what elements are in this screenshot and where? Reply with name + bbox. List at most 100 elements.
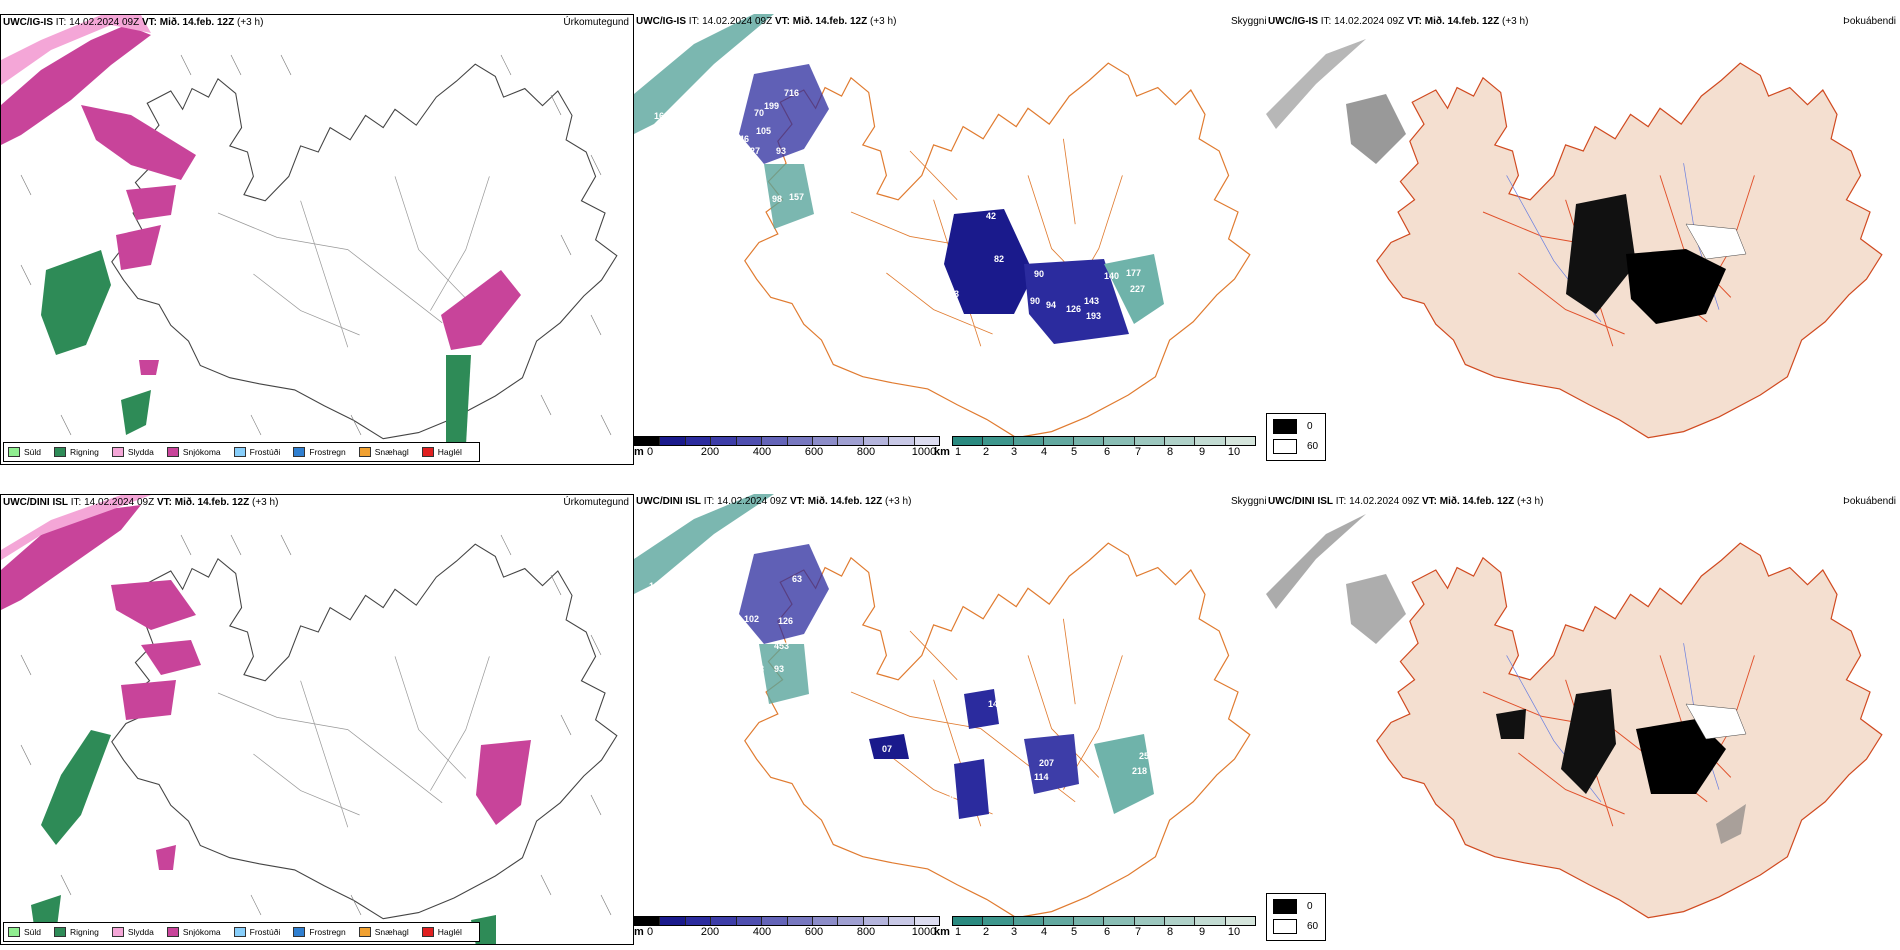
legend-item: Frostúði — [233, 927, 280, 937]
precip-rain-area — [41, 730, 111, 845]
precip-snow-area — [121, 680, 176, 720]
cloud-label: 141 — [988, 699, 1003, 709]
precip-rain-area — [446, 355, 471, 445]
iceland-outline — [111, 63, 618, 440]
precip-snow-area — [1, 25, 151, 145]
legend-item: Snjókoma — [166, 447, 221, 457]
cloud-label: 126 — [1066, 304, 1081, 314]
colorbar-labels: km 1 2 3 4 5 6 7 8 9 10 — [934, 446, 1241, 458]
precip-map — [1, 15, 618, 445]
legend-item: Súld — [8, 927, 41, 937]
colorbar-labels: km 1 2 3 4 5 6 7 8 9 10 — [934, 926, 1241, 938]
cloud-label: 157 — [789, 192, 804, 202]
cloud-label: 114 — [1034, 772, 1049, 782]
cloud-label: 233 — [797, 151, 812, 161]
panel-title: UWC/IG-IS IT: 14.02.2024 09Z VT: Mið. 14… — [1268, 16, 1529, 27]
legend-item: Súld — [8, 447, 41, 457]
visibility-title: Skyggni — [1231, 496, 1266, 507]
legend-item: Rigning — [54, 927, 99, 937]
cloud-label: 541 — [1119, 821, 1134, 831]
precip-snow-area — [476, 740, 531, 825]
fog-area — [1685, 223, 1747, 260]
cloud-label: 102 — [744, 614, 759, 624]
cloud-base-area — [944, 209, 1034, 314]
cloud-base-area — [964, 689, 999, 729]
legend-item: 0 — [1273, 419, 1325, 434]
fog-area — [1496, 709, 1526, 739]
fog-area — [1626, 249, 1726, 324]
fog-area — [1346, 574, 1406, 644]
iceland-outline — [744, 542, 1251, 919]
precip-rain-area — [41, 250, 111, 355]
colorbar-labels: m 0 200 400 600 800 1000 — [634, 446, 937, 458]
legend-item: Frostregn — [293, 447, 346, 457]
legend-item: Haglél — [421, 927, 462, 937]
cloud-label: 140 — [1104, 271, 1119, 281]
cloud-label: 22 — [939, 291, 949, 301]
visibility-area — [634, 494, 774, 594]
cloud-label: 227 — [745, 146, 760, 156]
legend-item: Snæhagl — [358, 447, 409, 457]
cloud-base-colorbar: m 0 200 400 600 800 1000 — [634, 916, 940, 938]
visibility-colorbar: km 1 2 3 4 5 6 7 8 9 10 — [934, 916, 1256, 938]
fog-area — [1716, 804, 1746, 844]
fog-area — [1266, 39, 1366, 129]
legend-item: Rigning — [54, 447, 99, 457]
visibility-title: Skyggni — [1231, 16, 1266, 27]
legend-item: Slydda — [111, 447, 154, 457]
visibility-area — [1094, 734, 1154, 814]
panel-title: UWC/IG-IS IT: 14.02.2024 09Z VT: Mið. 14… — [3, 17, 264, 28]
fog-area — [1566, 194, 1636, 314]
legend-item: Frostúði — [233, 447, 280, 457]
cloud-label: 193 — [1086, 311, 1101, 321]
cloud-label: 94 — [1046, 300, 1056, 310]
precip-type-title: Úrkomutegund — [563, 497, 629, 508]
legend-item: 60 — [1273, 439, 1325, 454]
precip-snow-area — [139, 360, 159, 375]
fog-area — [1636, 719, 1726, 794]
visibility-colorbar: km 1 2 3 4 5 6 7 8 9 10 — [934, 436, 1256, 458]
cloud-base-area — [739, 544, 829, 644]
cloud-label: 90 — [1034, 269, 1044, 279]
precip-panel-row2: UWC/DINI ISL IT: 14.02.2024 09Z VT: Mið.… — [0, 494, 634, 945]
cloud-panel-row1: 42 82 90 90 94 126 143 193 227 08 127 93… — [634, 14, 1266, 465]
cloud-label: 98 — [944, 794, 954, 804]
wind-barbs — [20, 54, 612, 436]
cloud-label: 82 — [994, 254, 1004, 264]
fog-index-title: Þokuábendi — [1843, 16, 1896, 27]
cloud-label: 93 — [776, 146, 786, 156]
cloud-label: 143 — [1084, 296, 1099, 306]
fog-legend: 0 60 — [1266, 413, 1326, 461]
cloud-label: 127 — [959, 339, 974, 349]
precip-map — [1, 495, 618, 944]
cloud-base-area — [739, 64, 829, 164]
cloud-label: 160 — [654, 111, 669, 121]
cloud-label: 70 — [754, 108, 764, 118]
cloud-base-area — [1024, 734, 1079, 794]
cloud-panel-row2: 141 07 207 114 218 253 541 98 121 63 102… — [634, 494, 1266, 945]
cloud-label: 95 — [730, 156, 740, 166]
precip-type-title: Úrkomutegund — [563, 17, 629, 28]
colorbar-boxes — [952, 916, 1256, 926]
iceland-outline — [1376, 542, 1883, 919]
colorbar-boxes — [634, 436, 940, 446]
wind-barbs — [20, 534, 612, 916]
cloud-label: 218 — [1132, 766, 1147, 776]
precip-snow-area — [111, 580, 196, 630]
precip-panel-row1: UWC/IG-IS IT: 14.02.2024 09Z VT: Mið. 14… — [0, 14, 634, 465]
cloud-label: 93 — [949, 289, 959, 299]
legend-item: 0 — [1273, 899, 1325, 914]
cloud-label: 918 — [764, 46, 779, 56]
fog-legend: 0 60 — [1266, 893, 1326, 941]
visibility-area — [759, 644, 809, 704]
cloud-label: 121 — [719, 536, 734, 546]
cloud-map: 42 82 90 90 94 126 143 193 227 08 127 93… — [634, 14, 1251, 439]
cloud-label: 177 — [1126, 268, 1141, 278]
fog-map — [1266, 514, 1883, 919]
fog-area — [1266, 514, 1366, 609]
cloud-label: 90 — [1030, 296, 1040, 306]
precip-snow-area — [116, 225, 161, 270]
colorbar-labels: m 0 200 400 600 800 1000 — [634, 926, 937, 938]
cloud-label: 98 — [772, 194, 782, 204]
cloud-label: 63 — [792, 574, 802, 584]
